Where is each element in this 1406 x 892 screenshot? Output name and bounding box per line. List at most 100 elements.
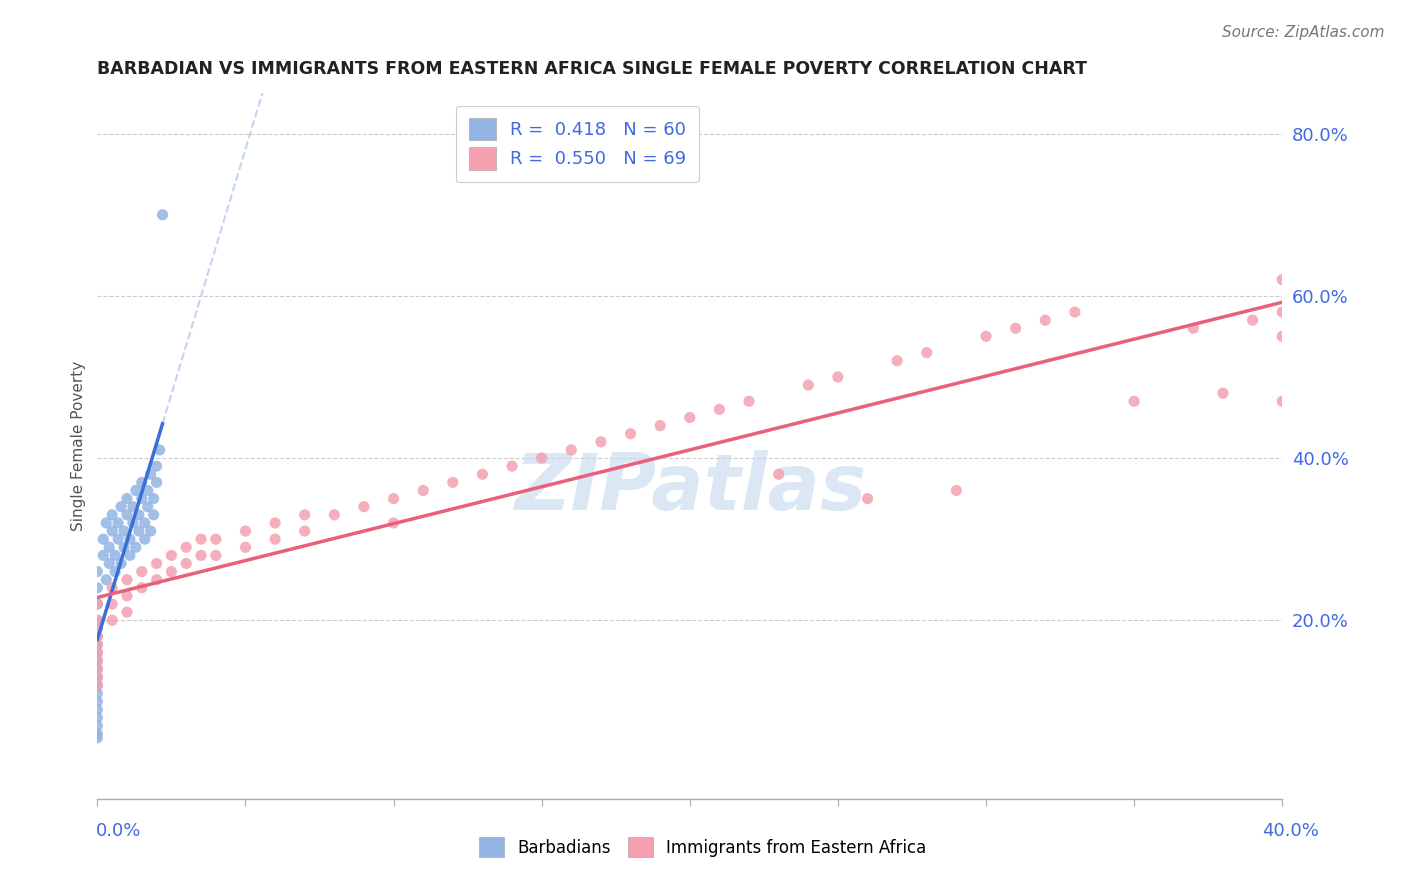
Point	[86, 702, 108, 716]
Point	[110, 500, 132, 514]
Point	[471, 467, 494, 482]
Point	[86, 678, 108, 692]
Point	[118, 549, 141, 563]
Point	[142, 491, 165, 506]
Point	[134, 532, 156, 546]
Point	[122, 500, 145, 514]
Point	[152, 208, 174, 222]
Point	[86, 710, 108, 724]
Point	[107, 532, 129, 546]
Point	[190, 549, 212, 563]
Point	[264, 532, 287, 546]
Point	[86, 678, 108, 692]
Point	[86, 719, 108, 733]
Point	[96, 516, 118, 530]
Point	[827, 370, 849, 384]
Point	[797, 378, 820, 392]
Point	[128, 508, 150, 522]
Y-axis label: Single Female Poverty: Single Female Poverty	[72, 360, 86, 531]
Point	[101, 508, 124, 522]
Point	[86, 662, 108, 676]
Point	[112, 541, 135, 555]
Point	[86, 646, 108, 660]
Point	[86, 670, 108, 684]
Point	[412, 483, 434, 498]
Point	[115, 589, 138, 603]
Point	[86, 597, 108, 611]
Point	[382, 516, 405, 530]
Point	[264, 516, 287, 530]
Point	[974, 329, 997, 343]
Point	[160, 565, 183, 579]
Point	[86, 613, 108, 627]
Point	[294, 524, 316, 538]
Point	[1033, 313, 1056, 327]
Point	[945, 483, 967, 498]
Text: 0.0%: 0.0%	[96, 822, 141, 840]
Point	[101, 524, 124, 538]
Point	[125, 541, 148, 555]
Point	[589, 434, 612, 449]
Text: ZIPatlas: ZIPatlas	[513, 450, 866, 526]
Text: BARBADIAN VS IMMIGRANTS FROM EASTERN AFRICA SINGLE FEMALE POVERTY CORRELATION CH: BARBADIAN VS IMMIGRANTS FROM EASTERN AFR…	[97, 60, 1087, 78]
Point	[650, 418, 672, 433]
Point	[856, 491, 879, 506]
Text: Source: ZipAtlas.com: Source: ZipAtlas.com	[1222, 25, 1385, 40]
Legend: Barbadians, Immigrants from Eastern Africa: Barbadians, Immigrants from Eastern Afri…	[472, 830, 934, 864]
Point	[142, 508, 165, 522]
Point	[86, 731, 108, 745]
Point	[101, 581, 124, 595]
Point	[709, 402, 731, 417]
Point	[112, 524, 135, 538]
Point	[122, 516, 145, 530]
Point	[86, 694, 108, 708]
Point	[1271, 329, 1294, 343]
Point	[738, 394, 761, 409]
Point	[382, 491, 405, 506]
Point	[125, 483, 148, 498]
Point	[96, 573, 118, 587]
Point	[86, 727, 108, 741]
Point	[679, 410, 702, 425]
Point	[131, 565, 153, 579]
Point	[768, 467, 790, 482]
Point	[235, 541, 257, 555]
Point	[136, 500, 159, 514]
Point	[131, 581, 153, 595]
Point	[98, 557, 121, 571]
Point	[118, 532, 141, 546]
Point	[1063, 305, 1085, 319]
Point	[915, 345, 938, 359]
Point	[86, 670, 108, 684]
Point	[86, 630, 108, 644]
Point	[86, 646, 108, 660]
Point	[104, 565, 127, 579]
Point	[160, 549, 183, 563]
Point	[86, 597, 108, 611]
Point	[530, 450, 553, 465]
Point	[110, 557, 132, 571]
Point	[134, 516, 156, 530]
Point	[1182, 321, 1205, 335]
Point	[136, 483, 159, 498]
Point	[107, 516, 129, 530]
Point	[86, 662, 108, 676]
Point	[205, 549, 228, 563]
Point	[1212, 386, 1234, 401]
Point	[131, 491, 153, 506]
Point	[235, 524, 257, 538]
Point	[1271, 305, 1294, 319]
Point	[128, 524, 150, 538]
Point	[86, 565, 108, 579]
Point	[139, 524, 162, 538]
Point	[323, 508, 346, 522]
Point	[131, 475, 153, 490]
Point	[205, 532, 228, 546]
Point	[174, 557, 197, 571]
Point	[101, 613, 124, 627]
Point	[86, 621, 108, 635]
Point	[86, 581, 108, 595]
Point	[104, 549, 127, 563]
Point	[174, 541, 197, 555]
Point	[1271, 272, 1294, 286]
